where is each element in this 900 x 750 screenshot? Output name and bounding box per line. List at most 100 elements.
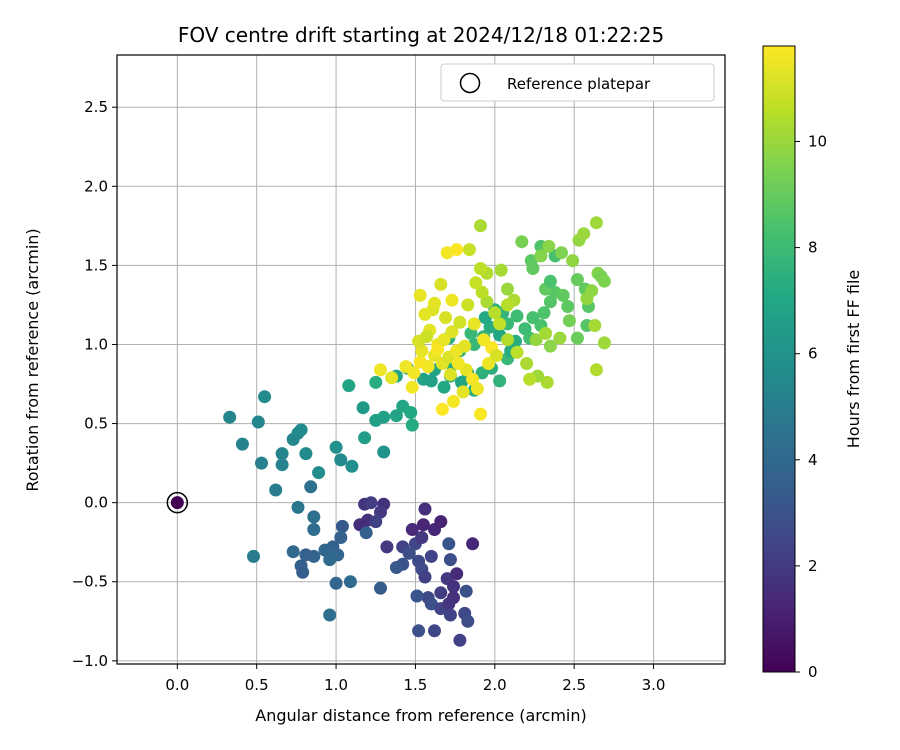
data-point: [542, 239, 556, 253]
x-axis: 0.0 0.5 1.0 1.5 2.0 2.5 3.0: [165, 664, 665, 694]
data-point: [251, 415, 265, 429]
data-point: [424, 549, 438, 563]
data-point: [458, 339, 472, 353]
data-point: [399, 360, 413, 374]
data-point: [501, 282, 514, 296]
data-point: [534, 249, 548, 263]
colorbar-tick-label: 6: [808, 345, 818, 363]
data-point: [510, 309, 524, 323]
data-point: [474, 407, 487, 421]
x-tick-label: 0.0: [165, 676, 189, 694]
data-point: [377, 410, 391, 424]
data-point: [520, 357, 534, 370]
data-point: [493, 374, 507, 388]
data-point: [526, 262, 540, 275]
data-point: [335, 519, 349, 533]
data-point: [415, 531, 429, 544]
y-tick-label: −1.0: [72, 652, 108, 670]
data-point: [312, 466, 326, 480]
data-point: [389, 561, 403, 574]
data-point: [275, 458, 289, 472]
y-tick-label: 1.5: [84, 256, 108, 274]
colorbar-tick-label: 4: [808, 451, 818, 469]
data-point: [223, 410, 237, 424]
data-point: [343, 575, 357, 589]
data-point: [543, 339, 557, 353]
data-point: [299, 447, 313, 461]
y-tick-label: 0.5: [84, 415, 108, 433]
data-point: [404, 406, 418, 419]
data-point: [461, 298, 475, 312]
x-tick-label: 0.5: [245, 676, 269, 694]
x-tick-label: 2.5: [562, 676, 586, 694]
data-point: [377, 445, 391, 459]
y-tick-label: −0.5: [72, 573, 108, 591]
data-point: [364, 496, 378, 510]
data-point: [299, 548, 313, 562]
data-point: [470, 382, 484, 396]
legend: Reference platepar: [440, 63, 715, 102]
data-point: [510, 345, 524, 359]
data-point: [412, 624, 426, 638]
data-point: [553, 331, 567, 345]
data-point: [540, 375, 554, 389]
data-point: [450, 567, 464, 581]
legend-marker-icon: [459, 72, 481, 94]
y-tick-label: 1.0: [84, 335, 108, 353]
data-point: [296, 565, 310, 579]
data-point: [570, 273, 584, 287]
data-point: [369, 375, 383, 389]
x-tick-label: 3.0: [642, 676, 666, 694]
data-point: [437, 380, 451, 394]
data-point: [334, 453, 348, 467]
data-point: [494, 263, 508, 277]
data-point: [410, 589, 424, 603]
y-axis: −1.0 −0.5 0.0 0.5 1.0 1.5 2.0 2.5: [72, 98, 117, 670]
data-point: [380, 540, 394, 554]
data-point: [453, 633, 467, 647]
data-point: [275, 447, 289, 461]
data-point: [488, 306, 502, 320]
data-point: [543, 274, 557, 288]
data-point: [526, 311, 540, 325]
colorbar-tick-label: 8: [808, 239, 818, 257]
data-point: [291, 500, 305, 514]
plot-frame: [116, 54, 726, 665]
data-point: [589, 363, 603, 377]
data-point: [459, 584, 473, 598]
data-point: [442, 597, 456, 611]
data-point: [255, 456, 268, 470]
data-point: [474, 219, 487, 233]
data-point: [247, 549, 260, 563]
data-point: [434, 277, 448, 291]
colorbar-tick-label: 0: [808, 663, 818, 681]
data-point: [334, 531, 348, 544]
data-point: [416, 518, 430, 532]
data-point: [258, 390, 272, 404]
data-point: [477, 333, 491, 347]
data-point: [443, 608, 457, 622]
data-point: [405, 523, 419, 536]
colorbar-label: Hours from first FF file: [844, 270, 863, 449]
data-point: [402, 546, 416, 560]
data-point: [374, 363, 387, 377]
data-point: [482, 357, 495, 370]
data-point: [434, 586, 448, 600]
legend-box: [440, 63, 715, 102]
data-point: [580, 292, 594, 306]
data-point: [443, 368, 457, 381]
data-point: [501, 333, 514, 347]
legend-entry-reference-platepar: Reference platepar: [507, 75, 651, 93]
y-axis-label: Rotation from reference (arcmin): [23, 228, 42, 491]
data-point: [304, 480, 318, 494]
data-point: [447, 394, 460, 408]
reference-platepar-marker: [166, 491, 189, 514]
data-point: [369, 515, 383, 529]
colorbar: 0 2 4 6 8 10 Hours from first FF file: [762, 45, 863, 681]
data-point: [329, 440, 343, 454]
data-point: [437, 333, 451, 347]
data-point: [529, 333, 543, 347]
data-point: [493, 317, 507, 331]
data-point: [420, 330, 434, 344]
